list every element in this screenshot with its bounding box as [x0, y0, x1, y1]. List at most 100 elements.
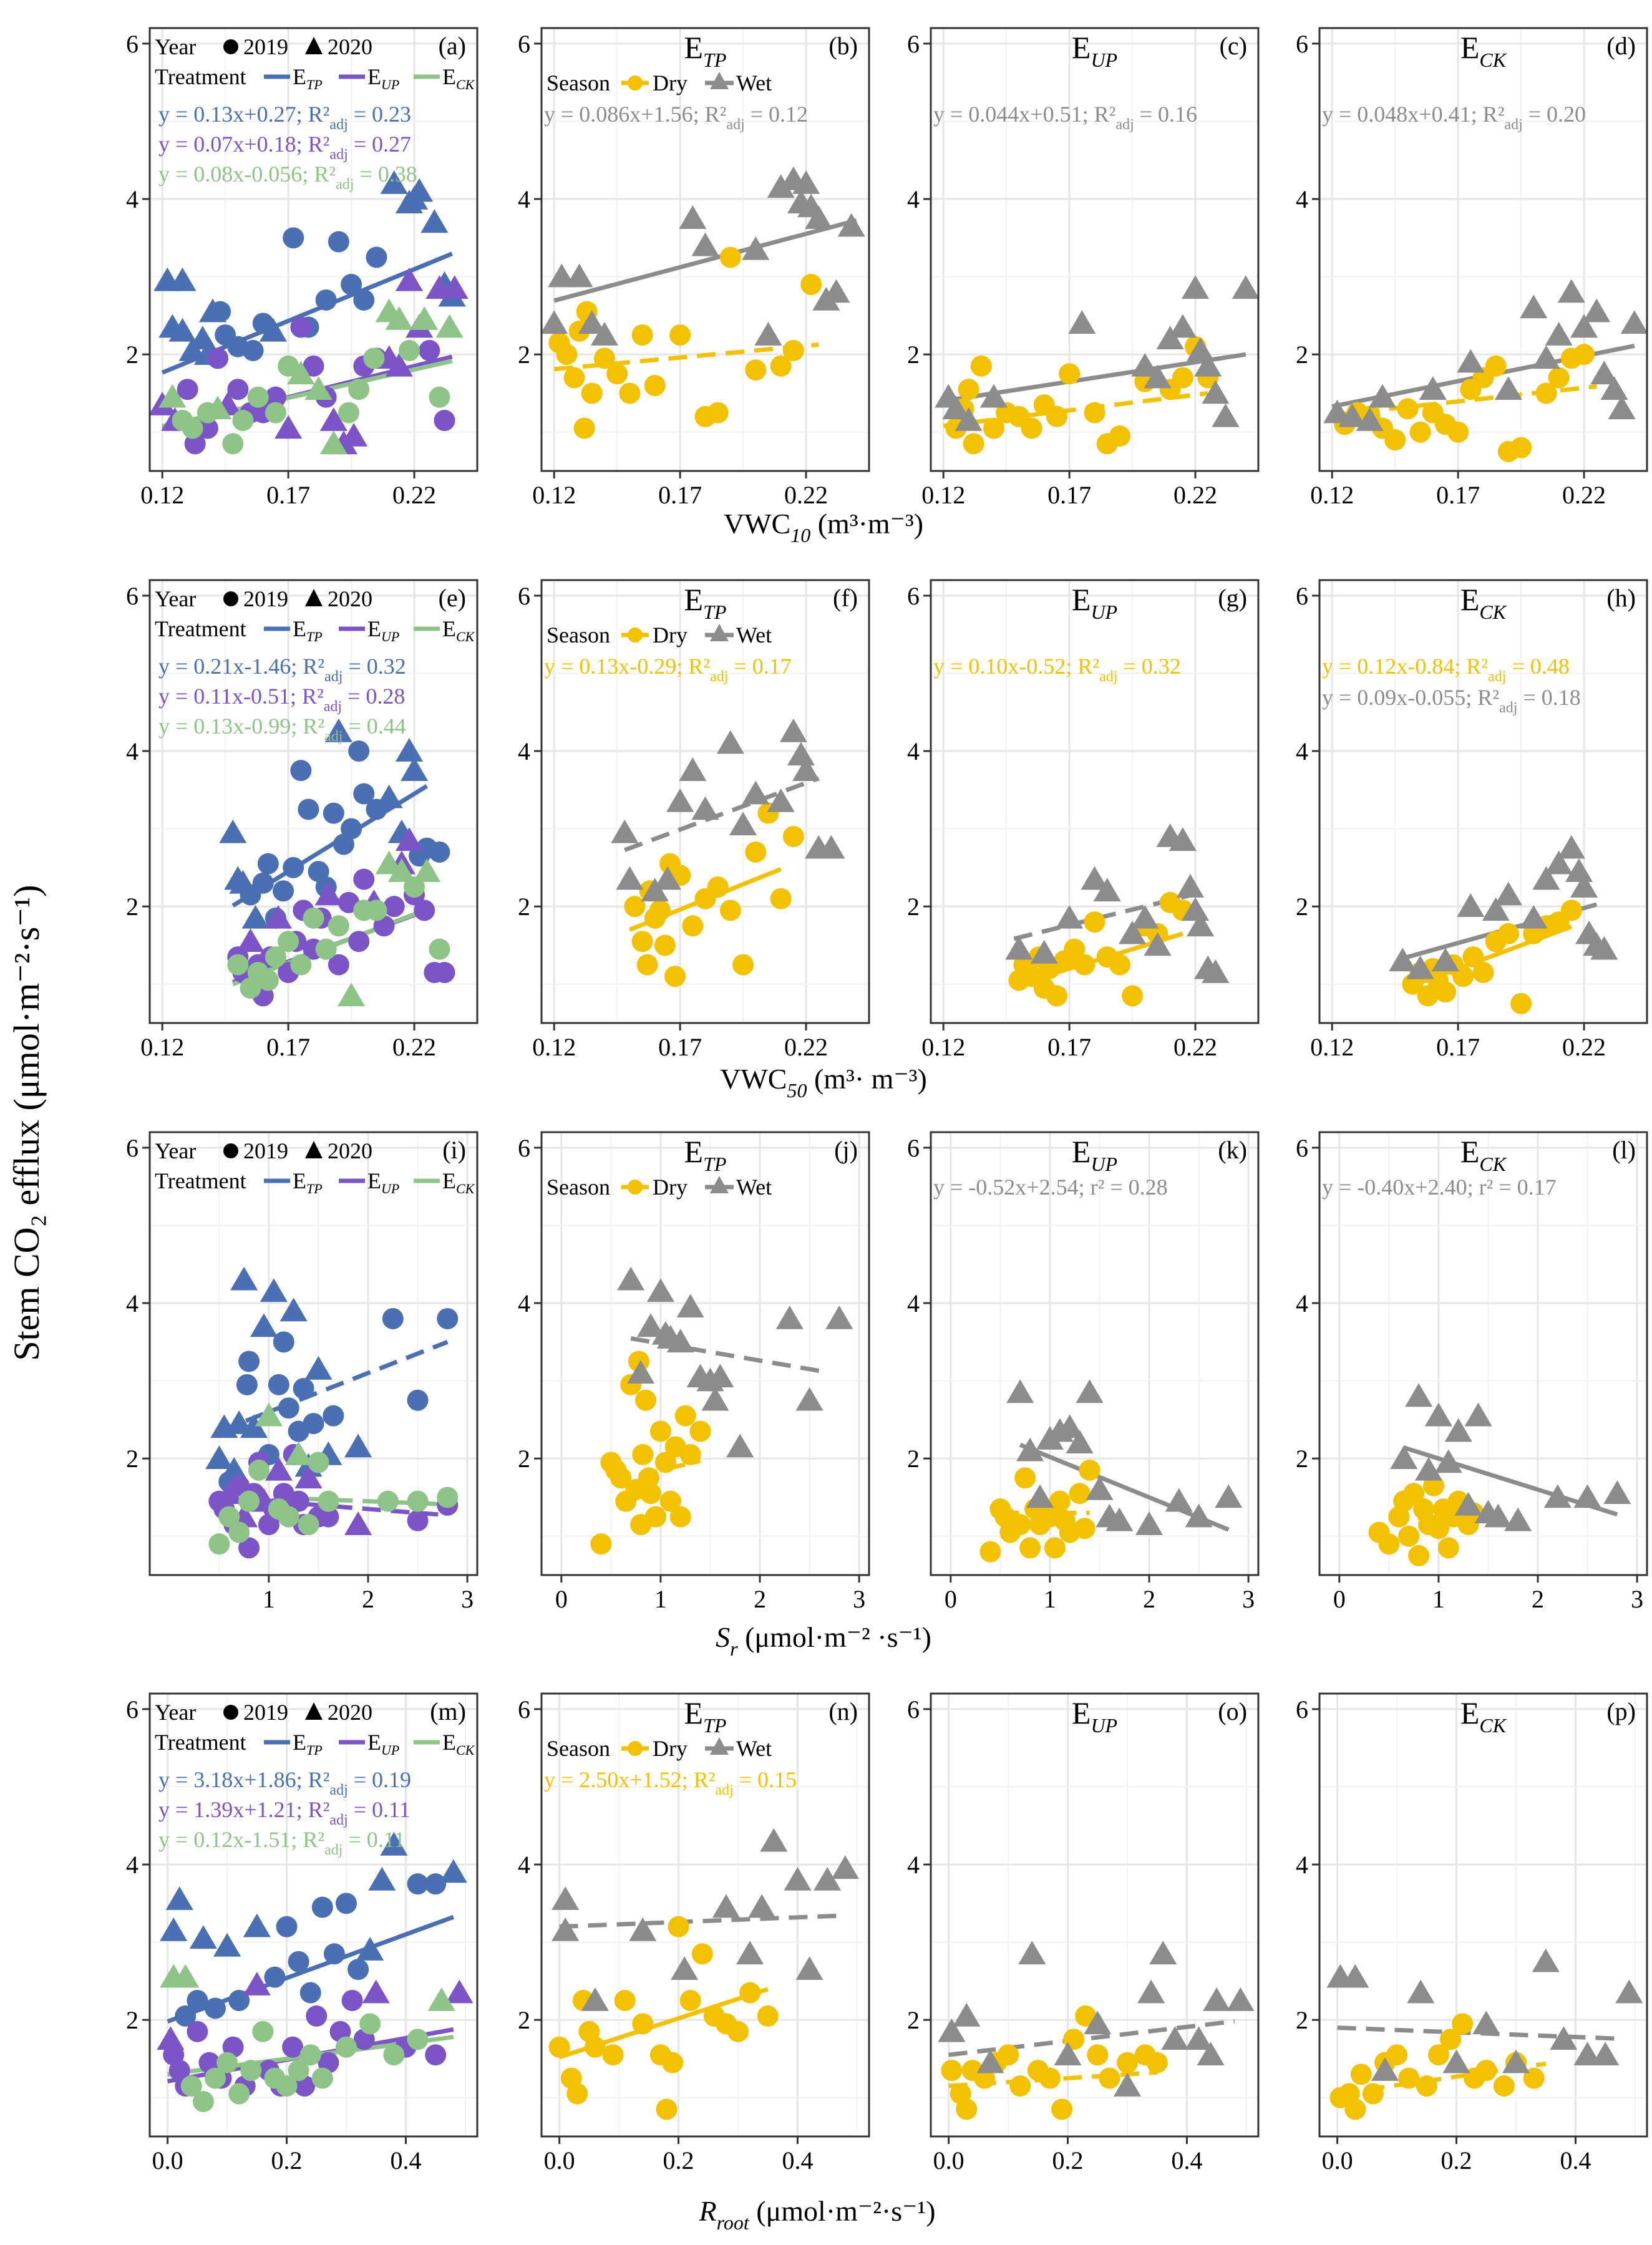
data-point-wet — [795, 1387, 824, 1411]
data-point-e_ck — [407, 1490, 429, 1512]
data-point-e_ck — [265, 946, 286, 968]
y-tick-label: 2 — [518, 341, 530, 369]
data-points — [157, 1831, 474, 2112]
data-point-wet — [805, 205, 833, 229]
data-point-wet — [1181, 275, 1210, 299]
legend-2020: 2020 — [328, 586, 372, 611]
data-point-e_up — [282, 2036, 304, 2058]
grid — [542, 580, 869, 1023]
legend-triangle-icon — [305, 1702, 323, 1720]
data-point-wet — [1197, 2042, 1225, 2066]
legend-e_ck: ECK — [442, 1730, 475, 1758]
x-tick-label: 0.17 — [658, 1033, 702, 1061]
y-tick-label: 4 — [907, 737, 920, 765]
data-point-e_ck — [398, 339, 420, 361]
legend-wet: Wet — [736, 1736, 772, 1761]
data-point-e_ck — [172, 1964, 200, 1988]
data-point-dry — [719, 246, 741, 268]
panel-g: 2 4 6 0.12 0.17 0.22 (g) EUP y = 0.10x-0.52; R²a… — [907, 579, 1260, 1061]
plot-frame — [1318, 27, 1648, 472]
x-tick-label: 0.0 — [1322, 2146, 1353, 2175]
data-point-dry — [1510, 992, 1532, 1014]
legend-e_up: EUP — [367, 1730, 399, 1758]
data-point-wet — [1232, 275, 1260, 299]
x-tick-label: 0 — [945, 1585, 957, 1613]
data-point-dry — [1573, 344, 1595, 366]
data-point-dry — [983, 417, 1004, 439]
regression-equation: y = 0.11x-0.51; R²adj = 0.28 — [158, 684, 405, 715]
data-point-wet — [792, 170, 820, 194]
data-point-wet — [679, 205, 707, 229]
data-point-e_ck — [208, 1533, 230, 1555]
data-point-dry — [1009, 2075, 1031, 2097]
legend-year-label: Year — [155, 34, 196, 59]
data-point-wet — [1056, 904, 1084, 929]
data-point-dry — [1398, 2067, 1420, 2089]
data-point-dry — [636, 954, 658, 976]
data-point-wet — [1494, 881, 1522, 906]
data-point-wet — [1137, 1979, 1165, 2004]
y-tick-label: 6 — [907, 582, 920, 610]
x-tick-label: 0.2 — [1441, 2146, 1472, 2175]
y-tick-label: 4 — [1296, 737, 1308, 765]
grid — [931, 580, 1258, 1023]
data-point-e_ck — [287, 361, 315, 385]
data-point-wet — [691, 796, 719, 820]
data-point-e_tp — [241, 904, 270, 929]
data-point-e_ck — [265, 402, 286, 424]
data-point-e_ck — [328, 915, 349, 937]
data-point-dry — [631, 931, 653, 953]
legend-dry-icon — [628, 75, 643, 90]
data-point-wet — [1543, 1484, 1572, 1508]
data-point-e_ck — [366, 899, 387, 921]
data-point-e_tp — [304, 1355, 333, 1380]
y-tick-label: 6 — [907, 1134, 920, 1162]
data-point-dry — [556, 344, 578, 366]
data-point-e_ck — [359, 2013, 381, 2035]
data-point-e_ck — [318, 1490, 339, 1512]
x-tick-label: 0.22 — [392, 1033, 436, 1061]
data-point-wet — [1176, 874, 1205, 898]
data-point-e_tp — [220, 1457, 248, 1481]
data-point-e_tp — [268, 1374, 289, 1395]
grid — [1319, 580, 1647, 1023]
data-point-wet — [1590, 361, 1618, 385]
data-point-dry — [719, 899, 741, 921]
data-point-e_ck — [192, 2090, 214, 2112]
data-point-e_tp — [168, 318, 197, 342]
data-point-wet — [1414, 1457, 1443, 1481]
data-point-wet — [1431, 948, 1459, 972]
data-point-e_up — [294, 1465, 323, 1489]
data-point-dry — [956, 2098, 978, 2120]
data-point-dry — [1427, 1518, 1449, 1539]
legend-treatment: Year 2019 2020 Treatment ETP EUP ECK — [155, 34, 475, 92]
data-point-dry — [1417, 985, 1439, 1007]
data-point-e_ck — [232, 410, 254, 432]
data-point-wet — [1368, 384, 1397, 408]
data-point-e_up — [425, 2044, 447, 2066]
fit-line-wet — [1013, 888, 1209, 941]
data-point-wet — [1323, 399, 1351, 424]
y-tick-label: 6 — [126, 582, 138, 610]
plot-frame — [148, 1692, 479, 2138]
data-point-e_ck — [238, 1490, 260, 1512]
data-point-wet — [1149, 1941, 1177, 1965]
legend-year-label: Year — [155, 1138, 196, 1163]
grid — [931, 1132, 1258, 1575]
y-tick-label: 6 — [126, 1134, 138, 1162]
data-point-e_ck — [348, 379, 370, 400]
data-point-wet — [1457, 349, 1485, 373]
data-point-dry — [649, 899, 671, 921]
data-point-e_ck — [435, 314, 464, 338]
data-point-wet — [726, 1433, 754, 1458]
panel-m: 2 4 6 0.0 0.2 0.4 (m) Year 2019 2020 Treatment ETP E… — [126, 1692, 479, 2175]
data-point-e_tp — [213, 1932, 241, 1957]
data-point-e_up — [362, 1979, 390, 2004]
plot-frame — [1318, 1692, 1648, 2138]
data-point-wet — [1557, 835, 1585, 859]
data-point-wet — [653, 866, 681, 890]
data-point-dry — [691, 1943, 713, 1965]
data-point-e_tp — [315, 289, 337, 311]
data-point-e_tp — [188, 326, 216, 350]
x-tick-label: 0.2 — [1052, 2146, 1084, 2175]
